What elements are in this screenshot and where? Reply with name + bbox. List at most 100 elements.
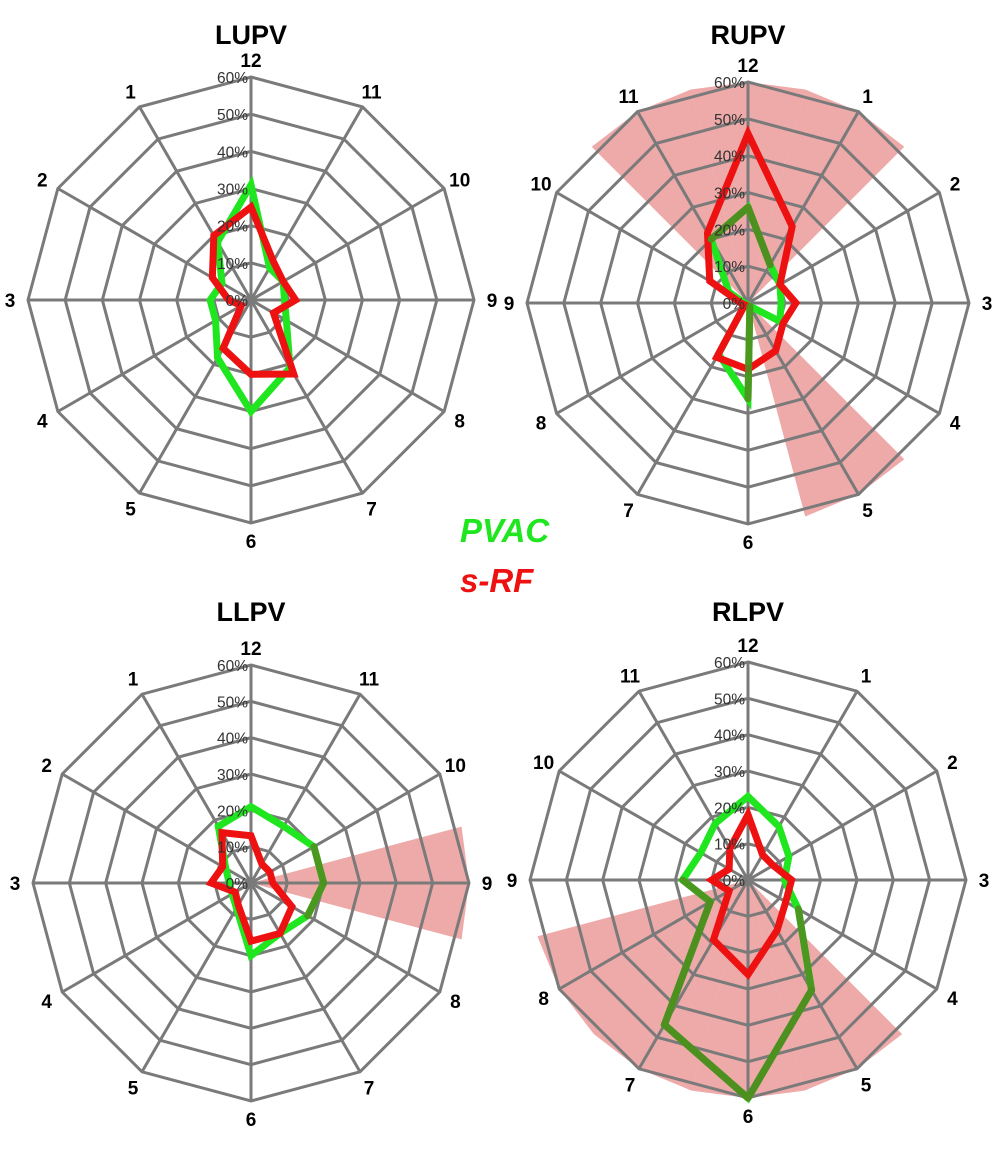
spoke-rupv — [746, 110, 860, 304]
clock-label-rlpv-8: 8 — [538, 989, 549, 1010]
tick-label-rlpv: 20% — [714, 800, 745, 817]
clock-label-lupv-6: 6 — [246, 532, 257, 553]
spoke-llpv — [250, 772, 441, 885]
series-overlap-llpv — [304, 879, 328, 920]
clock-label-llpv-8: 8 — [450, 992, 461, 1013]
series-overlap-llpv — [310, 843, 328, 887]
clock-label-rupv-9: 9 — [504, 294, 515, 315]
series-overlap-rlpv — [660, 1021, 752, 1102]
spoke-rupv — [555, 301, 749, 415]
tick-label-rlpv: 50% — [714, 691, 745, 708]
series-overlap-rlpv — [679, 876, 714, 906]
clock-label-lupv-11: 11 — [361, 82, 382, 103]
clock-label-lupv-7: 7 — [366, 500, 377, 521]
clock-label-rupv-12: 12 — [737, 56, 758, 77]
tick-label-lupv: 20% — [217, 219, 248, 236]
spoke-llpv — [250, 881, 441, 994]
tick-label-rupv: 40% — [714, 149, 745, 166]
clock-label-rupv-3: 3 — [982, 294, 993, 315]
spoke-llpv — [61, 881, 252, 994]
spoke-lupv — [250, 298, 445, 413]
clock-label-rupv-5: 5 — [862, 501, 873, 522]
tick-label-llpv: 50% — [217, 694, 248, 711]
spoke-llpv — [249, 882, 362, 1073]
spoke-lupv — [57, 298, 252, 413]
tick-label-lupv: 40% — [217, 144, 248, 161]
highlight-sector-rlpv-8 — [537, 880, 748, 1035]
tick-label-rupv: 20% — [714, 222, 745, 239]
clock-label-lupv-8: 8 — [454, 412, 465, 433]
chart-title-llpv: LLPV — [216, 597, 285, 627]
clock-label-rupv-2: 2 — [950, 175, 961, 196]
clock-label-lupv-10: 10 — [449, 171, 470, 192]
tick-label-lupv: 10% — [217, 256, 248, 273]
clock-label-lupv-4: 4 — [37, 412, 48, 433]
tick-label-rlpv: 60% — [714, 655, 745, 672]
clock-label-rupv-11: 11 — [618, 87, 639, 108]
tick-label-rlpv: 10% — [714, 837, 745, 854]
spoke-llpv — [140, 882, 253, 1073]
series-overlap-rupv — [744, 203, 774, 269]
tick-label-rupv: 30% — [714, 186, 745, 203]
chart-title-lupv: LUPV — [215, 20, 287, 50]
clock-label-rupv-1: 1 — [862, 87, 873, 108]
spoke-rlpv — [747, 769, 938, 882]
clock-label-llpv-12: 12 — [240, 639, 261, 660]
clock-label-rupv-10: 10 — [530, 175, 551, 196]
clock-label-rlpv-12: 12 — [737, 636, 758, 657]
clock-label-llpv-11: 11 — [359, 670, 380, 691]
clock-label-llpv-9: 9 — [482, 874, 493, 895]
tick-label-lupv: 0% — [226, 293, 249, 310]
series-overlap-rupv — [707, 203, 752, 243]
tick-label-llpv: 60% — [217, 658, 248, 675]
clock-label-llpv-2: 2 — [41, 756, 52, 777]
clock-label-rupv-7: 7 — [623, 501, 634, 522]
clock-label-rlpv-6: 6 — [743, 1107, 754, 1128]
spoke-lupv — [138, 106, 253, 301]
tick-label-rlpv: 0% — [723, 873, 746, 890]
tick-label-rlpv: 40% — [714, 728, 745, 745]
highlight-sector-rlpv-5 — [748, 880, 903, 1091]
clock-label-lupv-9: 9 — [487, 291, 498, 312]
tick-label-llpv: 0% — [226, 876, 249, 893]
chart-title-rupv: RUPV — [710, 20, 785, 50]
clock-label-rupv-6: 6 — [743, 533, 754, 554]
spoke-rlpv — [746, 879, 859, 1070]
series-overlap-rlpv — [744, 986, 816, 1102]
tick-label-llpv: 10% — [217, 840, 248, 857]
spoke-rlpv — [746, 690, 859, 881]
legend-entry-pvac: PVAC — [460, 512, 550, 549]
clock-label-rlpv-11: 11 — [620, 667, 641, 688]
spoke-lupv — [249, 106, 364, 301]
tick-label-rlpv: 30% — [714, 764, 745, 781]
clock-label-lupv-2: 2 — [37, 171, 48, 192]
series-s-rf-rlpv — [705, 806, 796, 980]
clock-label-rlpv-5: 5 — [861, 1075, 872, 1096]
spoke-rupv — [746, 302, 860, 496]
tick-label-llpv: 20% — [217, 803, 248, 820]
clock-label-rlpv-10: 10 — [533, 753, 554, 774]
spoke-rlpv — [637, 879, 750, 1070]
spoke-lupv — [249, 299, 364, 494]
tick-label-rupv: 50% — [714, 112, 745, 129]
tick-label-lupv: 60% — [217, 70, 248, 87]
clock-label-llpv-10: 10 — [445, 756, 466, 777]
spoke-rlpv — [747, 878, 938, 991]
tick-label-rupv: 0% — [723, 296, 746, 313]
clock-label-llpv-1: 1 — [128, 670, 139, 691]
clock-label-lupv-5: 5 — [125, 500, 136, 521]
clock-label-rlpv-2: 2 — [947, 753, 958, 774]
clock-label-rlpv-4: 4 — [947, 989, 958, 1010]
legend-entry-srf: s-RF — [460, 562, 534, 599]
legend: PVAC s-RF — [460, 512, 550, 599]
series-overlap-rlpv — [794, 905, 816, 994]
highlight-sector-rupv-5 — [748, 303, 905, 517]
clock-label-rupv-8: 8 — [536, 414, 547, 435]
radar-chart-lupv: LUPV 0% 10% 20% 30% 40% 50% 60%12 11 10 9 8 7 6 5 4 3 2 1 — [5, 20, 498, 553]
spoke-rlpv — [558, 769, 749, 882]
clock-label-rlpv-3: 3 — [979, 871, 990, 892]
highlight-sector-rlpv-7 — [593, 880, 748, 1091]
clock-label-rlpv-1: 1 — [861, 667, 872, 688]
